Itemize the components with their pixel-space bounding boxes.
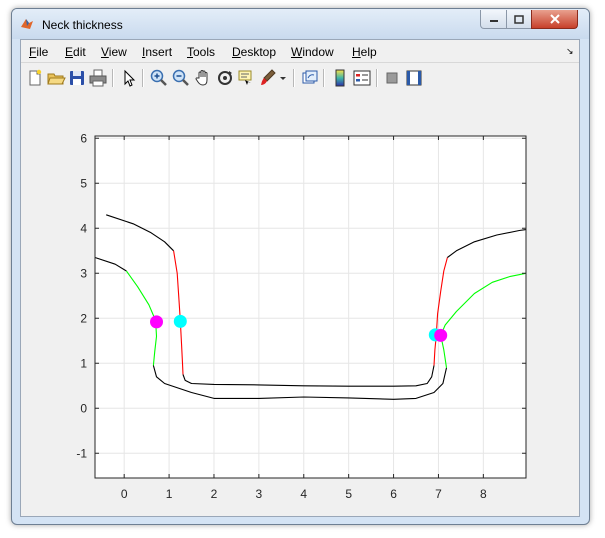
menu-desktop[interactable]: Desktop	[232, 45, 277, 59]
series-line-8	[440, 272, 527, 368]
maximize-icon	[514, 14, 524, 24]
marker-point-0	[150, 315, 164, 329]
maximize-button[interactable]	[506, 10, 532, 29]
y-tick-label: 3	[80, 266, 87, 280]
figure-toolbar	[21, 62, 579, 94]
menu-edit[interactable]: Edit	[65, 45, 86, 59]
close-icon	[549, 14, 560, 24]
series-line-2	[182, 365, 435, 387]
menu-view[interactable]: View	[101, 45, 127, 59]
y-tick-label: 5	[80, 176, 87, 190]
open-file-icon[interactable]	[46, 68, 66, 88]
pan-hand-icon[interactable]	[193, 68, 213, 88]
series-line-3	[433, 257, 448, 366]
zoom-out-icon[interactable]	[171, 68, 191, 88]
print-icon[interactable]	[88, 68, 108, 88]
select-pointer-icon[interactable]	[119, 68, 139, 88]
link-plot-icon[interactable]	[300, 68, 320, 88]
title-bar[interactable]: Neck thickness	[12, 9, 589, 39]
series-line-5	[94, 256, 127, 272]
x-tick-label: 0	[121, 487, 128, 501]
brush-dropdown-icon[interactable]	[278, 68, 288, 88]
axes-box	[94, 135, 527, 479]
toolbar-separator	[323, 69, 325, 87]
y-tick-label: 1	[80, 356, 87, 370]
marker-point-3	[434, 328, 448, 342]
figure-window: Neck thickness File Edit View Insert Too…	[11, 8, 590, 525]
menu-help[interactable]: Help	[352, 45, 377, 59]
rotate-3d-icon[interactable]	[215, 68, 235, 88]
data-cursor-icon[interactable]	[236, 68, 256, 88]
plot-markers	[150, 314, 448, 342]
minimize-button[interactable]	[480, 10, 507, 29]
close-button[interactable]	[531, 10, 578, 29]
marker-point-1	[173, 314, 187, 328]
x-tick-label: 2	[211, 487, 218, 501]
toolbar-separator	[293, 69, 295, 87]
colorbar-icon[interactable]	[330, 68, 350, 88]
toolbar-separator	[376, 69, 378, 87]
zoom-in-icon[interactable]	[149, 68, 169, 88]
y-tick-label: 0	[80, 401, 87, 415]
x-tick-label: 5	[345, 487, 352, 501]
axis-ticks: 0 1 2 3 4 5 6 7 8 -1 0 1 2 3 4 5 6	[76, 131, 526, 501]
save-icon[interactable]	[67, 68, 87, 88]
figure-canvas: 0 1 2 3 4 5 6 7 8 -1 0 1 2 3 4 5 6	[21, 93, 579, 516]
legend-icon[interactable]	[352, 68, 372, 88]
series-line-7	[152, 365, 448, 400]
menu-file[interactable]: File	[29, 45, 49, 59]
x-tick-label: 6	[390, 487, 397, 501]
x-tick-label: 1	[166, 487, 173, 501]
client-area: File Edit View Insert Tools Desktop Wind…	[20, 39, 580, 517]
toolbar-separator	[142, 69, 144, 87]
grid	[95, 136, 526, 478]
matlab-icon	[21, 19, 33, 29]
x-tick-label: 4	[300, 487, 307, 501]
menu-insert[interactable]: Insert	[142, 45, 173, 59]
menu-window[interactable]: Window	[291, 45, 334, 59]
dock-arrow-icon[interactable]: ↘	[566, 46, 574, 56]
series-line-4	[447, 229, 527, 258]
y-tick-label: 2	[80, 311, 87, 325]
toolbar-separator	[112, 69, 114, 87]
x-tick-label: 3	[256, 487, 263, 501]
brush-icon[interactable]	[258, 68, 278, 88]
hide-plot-tools-icon[interactable]	[382, 68, 402, 88]
plot-area[interactable]: 0 1 2 3 4 5 6 7 8 -1 0 1 2 3 4 5 6	[21, 93, 579, 516]
y-tick-label: -1	[76, 446, 87, 460]
menu-bar: File Edit View Insert Tools Desktop Wind…	[21, 40, 579, 62]
menu-tools[interactable]: Tools	[187, 45, 216, 59]
axes-background	[95, 136, 526, 478]
show-plot-tools-icon[interactable]	[404, 68, 424, 88]
y-tick-label: 4	[80, 221, 87, 235]
minimize-icon	[489, 20, 498, 22]
y-tick-label: 6	[80, 131, 87, 145]
new-figure-icon[interactable]	[25, 68, 45, 88]
x-tick-label: 7	[435, 487, 442, 501]
series-line-0	[106, 214, 174, 252]
window-title: Neck thickness	[42, 18, 123, 32]
x-tick-label: 8	[480, 487, 487, 501]
